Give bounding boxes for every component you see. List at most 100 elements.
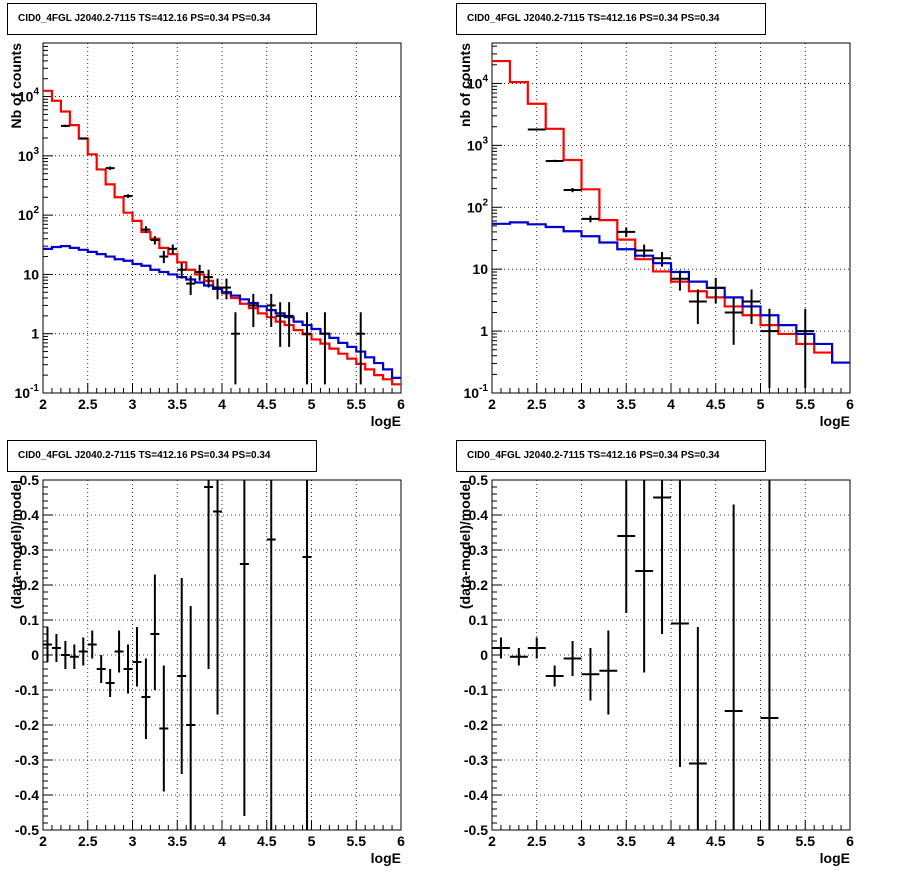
- y-tick-label: -0.2: [15, 717, 39, 733]
- data-point: [186, 275, 196, 295]
- y-axis-title: nb of counts: [457, 43, 473, 127]
- data-point: [653, 480, 671, 634]
- x-tick-label: 4: [218, 833, 226, 849]
- data-point: [302, 312, 312, 385]
- x-tick-label: 5.5: [796, 396, 816, 412]
- data-point: [159, 250, 169, 264]
- x-tick-label: 4.5: [257, 396, 277, 412]
- y-tick-label: 0.3: [469, 542, 489, 558]
- data-point: [492, 637, 510, 659]
- data-point: [796, 308, 815, 389]
- data-point: [195, 264, 205, 281]
- y-axis-title: Nb of counts: [8, 43, 24, 129]
- pad-title: CID0_4FGL J2040.2-7115 TS=412.16 PS=0.34…: [456, 3, 766, 35]
- data-point: [150, 574, 160, 690]
- y-axis-ticks: [492, 45, 502, 394]
- data-point: [43, 627, 52, 662]
- data-point: [581, 648, 600, 701]
- y-tick-label: 1: [31, 326, 39, 342]
- data-point: [204, 480, 214, 669]
- histogram-blue: [43, 245, 401, 379]
- x-tick-label: 4: [667, 833, 675, 849]
- y-tick-exponent: 2: [33, 205, 39, 216]
- y-tick-label: 10-1: [15, 383, 40, 401]
- y-tick-label: 102: [18, 205, 40, 223]
- y-axis-ticks: [492, 479, 502, 831]
- x-tick-label: 6: [397, 833, 405, 849]
- pad-counts-fine: CID0_4FGL J2040.2-7115 TS=412.16 PS=0.34…: [0, 0, 449, 437]
- y-tick-label: 0.3: [20, 542, 40, 558]
- data-point: [635, 244, 654, 258]
- data-point: [617, 227, 636, 238]
- data-point: [356, 312, 366, 385]
- y-axis-ticks: [43, 42, 53, 394]
- data-point: [724, 504, 743, 830]
- data-point: [653, 251, 671, 267]
- data-point: [159, 665, 169, 792]
- data-point: [688, 627, 707, 830]
- data-point: [248, 293, 258, 327]
- data-point: [60, 124, 70, 128]
- y-tick-label: -0.4: [464, 787, 488, 803]
- data-layer: [492, 480, 779, 830]
- y-tick-exponent: 4: [482, 73, 488, 84]
- y-tick-label: 0.5: [469, 472, 489, 488]
- y-tick-label: 103: [467, 135, 489, 153]
- data-point: [123, 644, 133, 694]
- y-tick-label: 0.2: [20, 577, 40, 593]
- data-point: [177, 578, 187, 774]
- data-point: [204, 269, 214, 288]
- data-point: [599, 630, 618, 715]
- data-point: [581, 215, 600, 223]
- y-tick-label: 0.1: [20, 612, 40, 628]
- data-point: [563, 641, 582, 676]
- y-tick-label: -0.5: [15, 822, 39, 838]
- data-point: [724, 298, 743, 345]
- data-point: [222, 278, 231, 300]
- data-point: [150, 236, 160, 245]
- y-tick-label: 1: [480, 323, 488, 339]
- y-tick-exponent: -1: [479, 383, 488, 394]
- data-point: [168, 244, 178, 255]
- data-point: [114, 630, 124, 673]
- data-point: [706, 278, 725, 304]
- y-tick-label: 0: [480, 647, 488, 663]
- pad-residuals-coarse: CID0_4FGL J2040.2-7115 TS=412.16 PS=0.34…: [449, 437, 898, 875]
- x-axis-ticks: [42, 383, 402, 393]
- data-point: [141, 658, 151, 739]
- x-tick-label: 2: [39, 396, 47, 412]
- chart-residuals-coarse: 2 2.5 3 3.5 4 4.5 5 5.5 6 -0.5 -0.4 -0.3 -0.2 -0.1 0 0.…: [457, 472, 854, 866]
- chart-counts-coarse: 2 2.5 3 3.5 4 4.5 5 5.5 610-1110102103104logEnb …: [457, 42, 854, 429]
- chart-counts-fine: 2 2.5 3 3.5 4 4.5 5 5.5 610-1110102103104logENb …: [8, 42, 405, 429]
- y-tick-label: 0.1: [469, 612, 489, 628]
- data-point: [688, 289, 707, 325]
- x-axis-ticks: [491, 820, 851, 830]
- data-point: [742, 289, 761, 325]
- grid-lines: [492, 480, 850, 830]
- data-point: [177, 263, 187, 279]
- x-tick-label: 3: [129, 396, 137, 412]
- data-point: [671, 480, 689, 767]
- x-tick-label: 4.5: [706, 833, 726, 849]
- chart-residuals-fine: 2 2.5 3 3.5 4 4.5 5 5.5 6 -0.5 -0.4 -0.3 -0.2 -0.1 0 0.…: [8, 472, 405, 866]
- y-tick-label: -0.5: [464, 822, 488, 838]
- x-tick-label: 3: [129, 833, 137, 849]
- y-tick-exponent: -1: [30, 383, 39, 394]
- x-tick-label: 5: [757, 833, 765, 849]
- grid-lines: [43, 480, 401, 830]
- y-tick-label: 0.4: [469, 507, 489, 523]
- pad-title: CID0_4FGL J2040.2-7115 TS=412.16 PS=0.34…: [456, 440, 766, 472]
- y-tick-label: 0.4: [20, 507, 40, 523]
- pad-title: CID0_4FGL J2040.2-7115 TS=412.16 PS=0.34…: [7, 440, 317, 472]
- data-layer: [492, 59, 850, 389]
- data-layer: [43, 89, 401, 386]
- y-tick-label: 0.5: [20, 472, 40, 488]
- y-tick-exponent: 3: [482, 135, 488, 146]
- x-tick-label: 3.5: [617, 833, 637, 849]
- x-tick-label: 3.5: [617, 396, 637, 412]
- y-tick-label: 0: [31, 647, 39, 663]
- data-point: [527, 128, 546, 131]
- x-axis-title: logE: [371, 413, 401, 429]
- y-tick-exponent: 2: [482, 197, 488, 208]
- x-tick-label: 2.5: [78, 833, 98, 849]
